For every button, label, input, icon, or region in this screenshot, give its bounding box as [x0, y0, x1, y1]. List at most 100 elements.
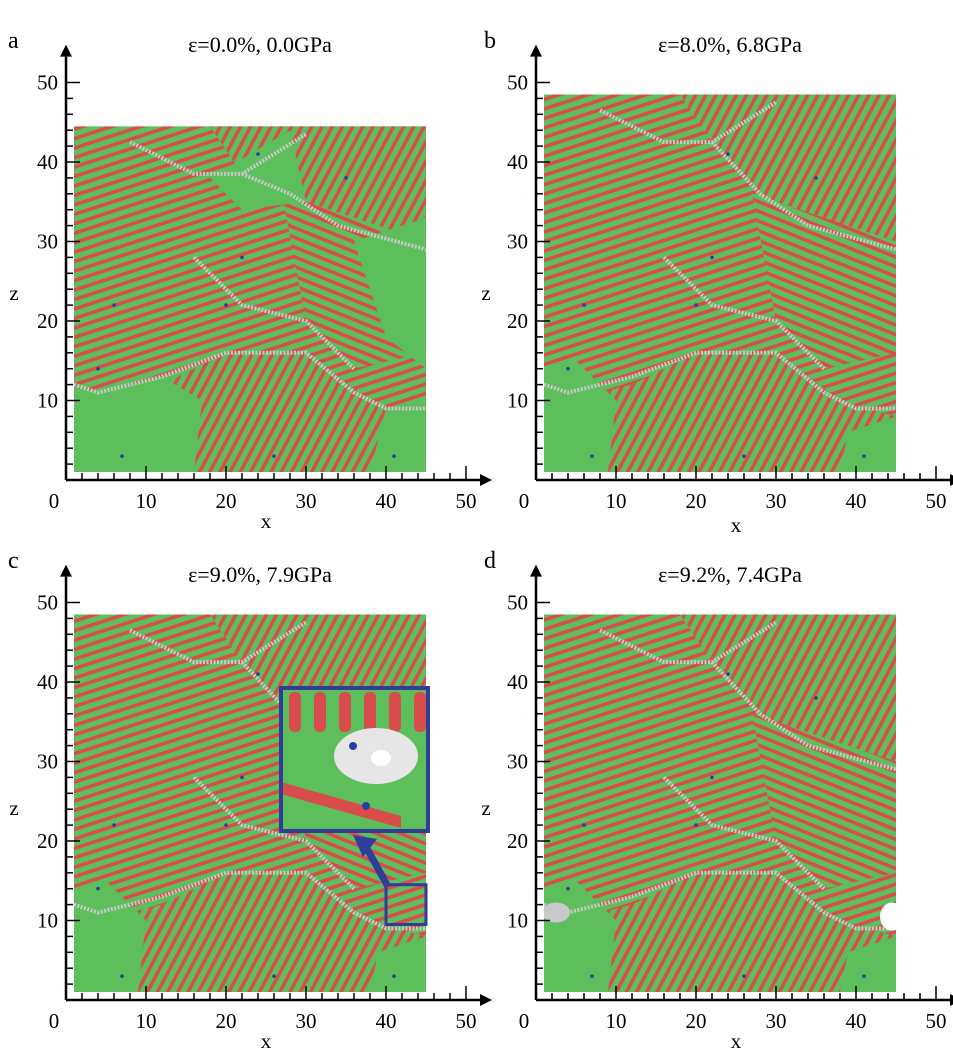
panel-b: 0 10 20 30 40 50 10 20 30 40 50 x z b ε=8.0%, 6.8GPa	[481, 28, 953, 537]
grain-bottom	[544, 352, 896, 473]
defect-atom	[240, 775, 244, 780]
grain-central-right	[752, 193, 896, 369]
defect-atom	[814, 696, 818, 700]
x-axis-label: x	[261, 509, 272, 533]
defect-atom	[272, 974, 276, 978]
x-axis-label: x	[731, 513, 742, 537]
z-tick-label: 40	[37, 670, 58, 694]
x-axis-arrow	[950, 474, 953, 486]
defect-atom	[256, 152, 260, 156]
defect-atom	[392, 454, 396, 458]
grain-boundary-upper	[599, 100, 778, 145]
x-axis-arrow	[950, 994, 953, 1006]
z-tick-label: 10	[507, 389, 528, 413]
x-axis-label: x	[261, 1029, 272, 1053]
defect-atom	[590, 454, 594, 458]
grain-green-br	[840, 936, 896, 993]
z-tick-label: 20	[37, 309, 58, 333]
grain-boundary-upper	[129, 132, 308, 176]
defect-atom	[710, 775, 714, 780]
x-tick-label: 20	[216, 1009, 237, 1033]
z-tick-label: 10	[37, 909, 58, 933]
defect-atom	[256, 672, 260, 676]
z-tick-label: 30	[37, 230, 58, 254]
defect-atom	[742, 454, 746, 458]
z-tick-label: 30	[507, 750, 528, 774]
grain-central-right	[752, 713, 896, 889]
x-tick-label: 10	[606, 489, 627, 513]
grain-green-right	[354, 217, 426, 369]
defect-atom	[590, 974, 594, 978]
panel-letter: d	[484, 548, 496, 574]
panel-c: 0 10 20 30 40 50 10 20 30 40 50 x z c ε=9.0%, 7.9GPa	[8, 548, 492, 1053]
grain-boundary-lower	[544, 350, 896, 411]
grain-boundary-right	[710, 140, 896, 252]
z-tick-label: 10	[37, 389, 58, 413]
x-axis-arrow	[480, 994, 492, 1006]
grain-boundary-right	[241, 172, 426, 252]
z-tick-label: 30	[37, 750, 58, 774]
void-right	[880, 902, 896, 931]
x-tick-label: 10	[606, 1009, 627, 1033]
x-tick-label: 20	[216, 489, 237, 513]
z-axis-label: z	[481, 281, 490, 305]
x-tick-label: 50	[926, 489, 947, 513]
void-left	[544, 902, 570, 923]
x-tick-label: 0	[49, 1009, 60, 1033]
x-tick-label: 50	[926, 1009, 947, 1033]
inset-arrow-head	[353, 835, 377, 857]
defect-atom	[224, 823, 228, 827]
grain-green-br	[370, 400, 426, 473]
defect-atom	[814, 176, 818, 180]
defect-atom	[726, 672, 730, 676]
atom-map	[544, 94, 896, 473]
defect-atom	[112, 823, 116, 827]
defect-atom	[710, 255, 714, 260]
x-tick-label: 50	[456, 1009, 477, 1033]
x-tick-label: 40	[376, 489, 397, 513]
defect-atom	[582, 303, 586, 307]
z-axis-label: z	[481, 796, 490, 820]
grain-boundary-lower	[74, 350, 426, 411]
defect-atom	[742, 974, 746, 978]
grain-bottom	[74, 872, 426, 993]
defect-atom	[582, 823, 586, 827]
z-tick-label: 40	[37, 150, 58, 174]
z-tick-label: 20	[507, 829, 528, 853]
z-axis-arrow	[530, 564, 542, 577]
z-tick-label: 50	[507, 71, 528, 95]
defect-atom	[862, 974, 866, 978]
x-tick-label: 50	[456, 489, 477, 513]
grain-boundary-upper	[129, 620, 308, 665]
panel-d: 0 10 20 30 40 50 10 20 30 40 50 x z d ε=9.2%, 7.4GPa	[481, 548, 953, 1053]
grain-boundary-upper	[599, 620, 778, 665]
x-tick-label: 20	[686, 1009, 707, 1033]
x-tick-label: 40	[846, 489, 867, 513]
defect-atom	[726, 152, 730, 156]
grain-green-bl	[74, 376, 202, 473]
panel-a: 0 10 20 30 40 50 10 20 30 40 50 x z a ε=0.0%, 0.0GPa	[8, 28, 492, 533]
z-axis-arrow	[530, 44, 542, 57]
inset-red-band	[281, 782, 401, 828]
x-tick-label: 30	[296, 489, 317, 513]
x-tick-label: 30	[766, 489, 787, 513]
panel-letter: c	[8, 548, 19, 574]
x-tick-label: 40	[376, 1009, 397, 1033]
defect-atom	[96, 366, 100, 371]
panel-title: ε=8.0%, 6.8GPa	[658, 32, 802, 57]
panel-letter: a	[8, 28, 19, 54]
z-tick-label: 50	[507, 591, 528, 615]
inset-magnified	[279, 686, 430, 833]
grain-green-br	[370, 936, 426, 993]
panel-letter: b	[484, 28, 496, 54]
x-tick-label: 0	[49, 489, 60, 513]
defect-atom	[566, 366, 570, 371]
x-tick-label: 10	[136, 1009, 157, 1033]
defect-atom	[112, 303, 116, 307]
z-tick-label: 20	[507, 309, 528, 333]
x-tick-label: 30	[296, 1009, 317, 1033]
atom-map	[74, 126, 426, 473]
defect-atom	[272, 454, 276, 458]
grain-boundary-lower	[544, 870, 896, 931]
